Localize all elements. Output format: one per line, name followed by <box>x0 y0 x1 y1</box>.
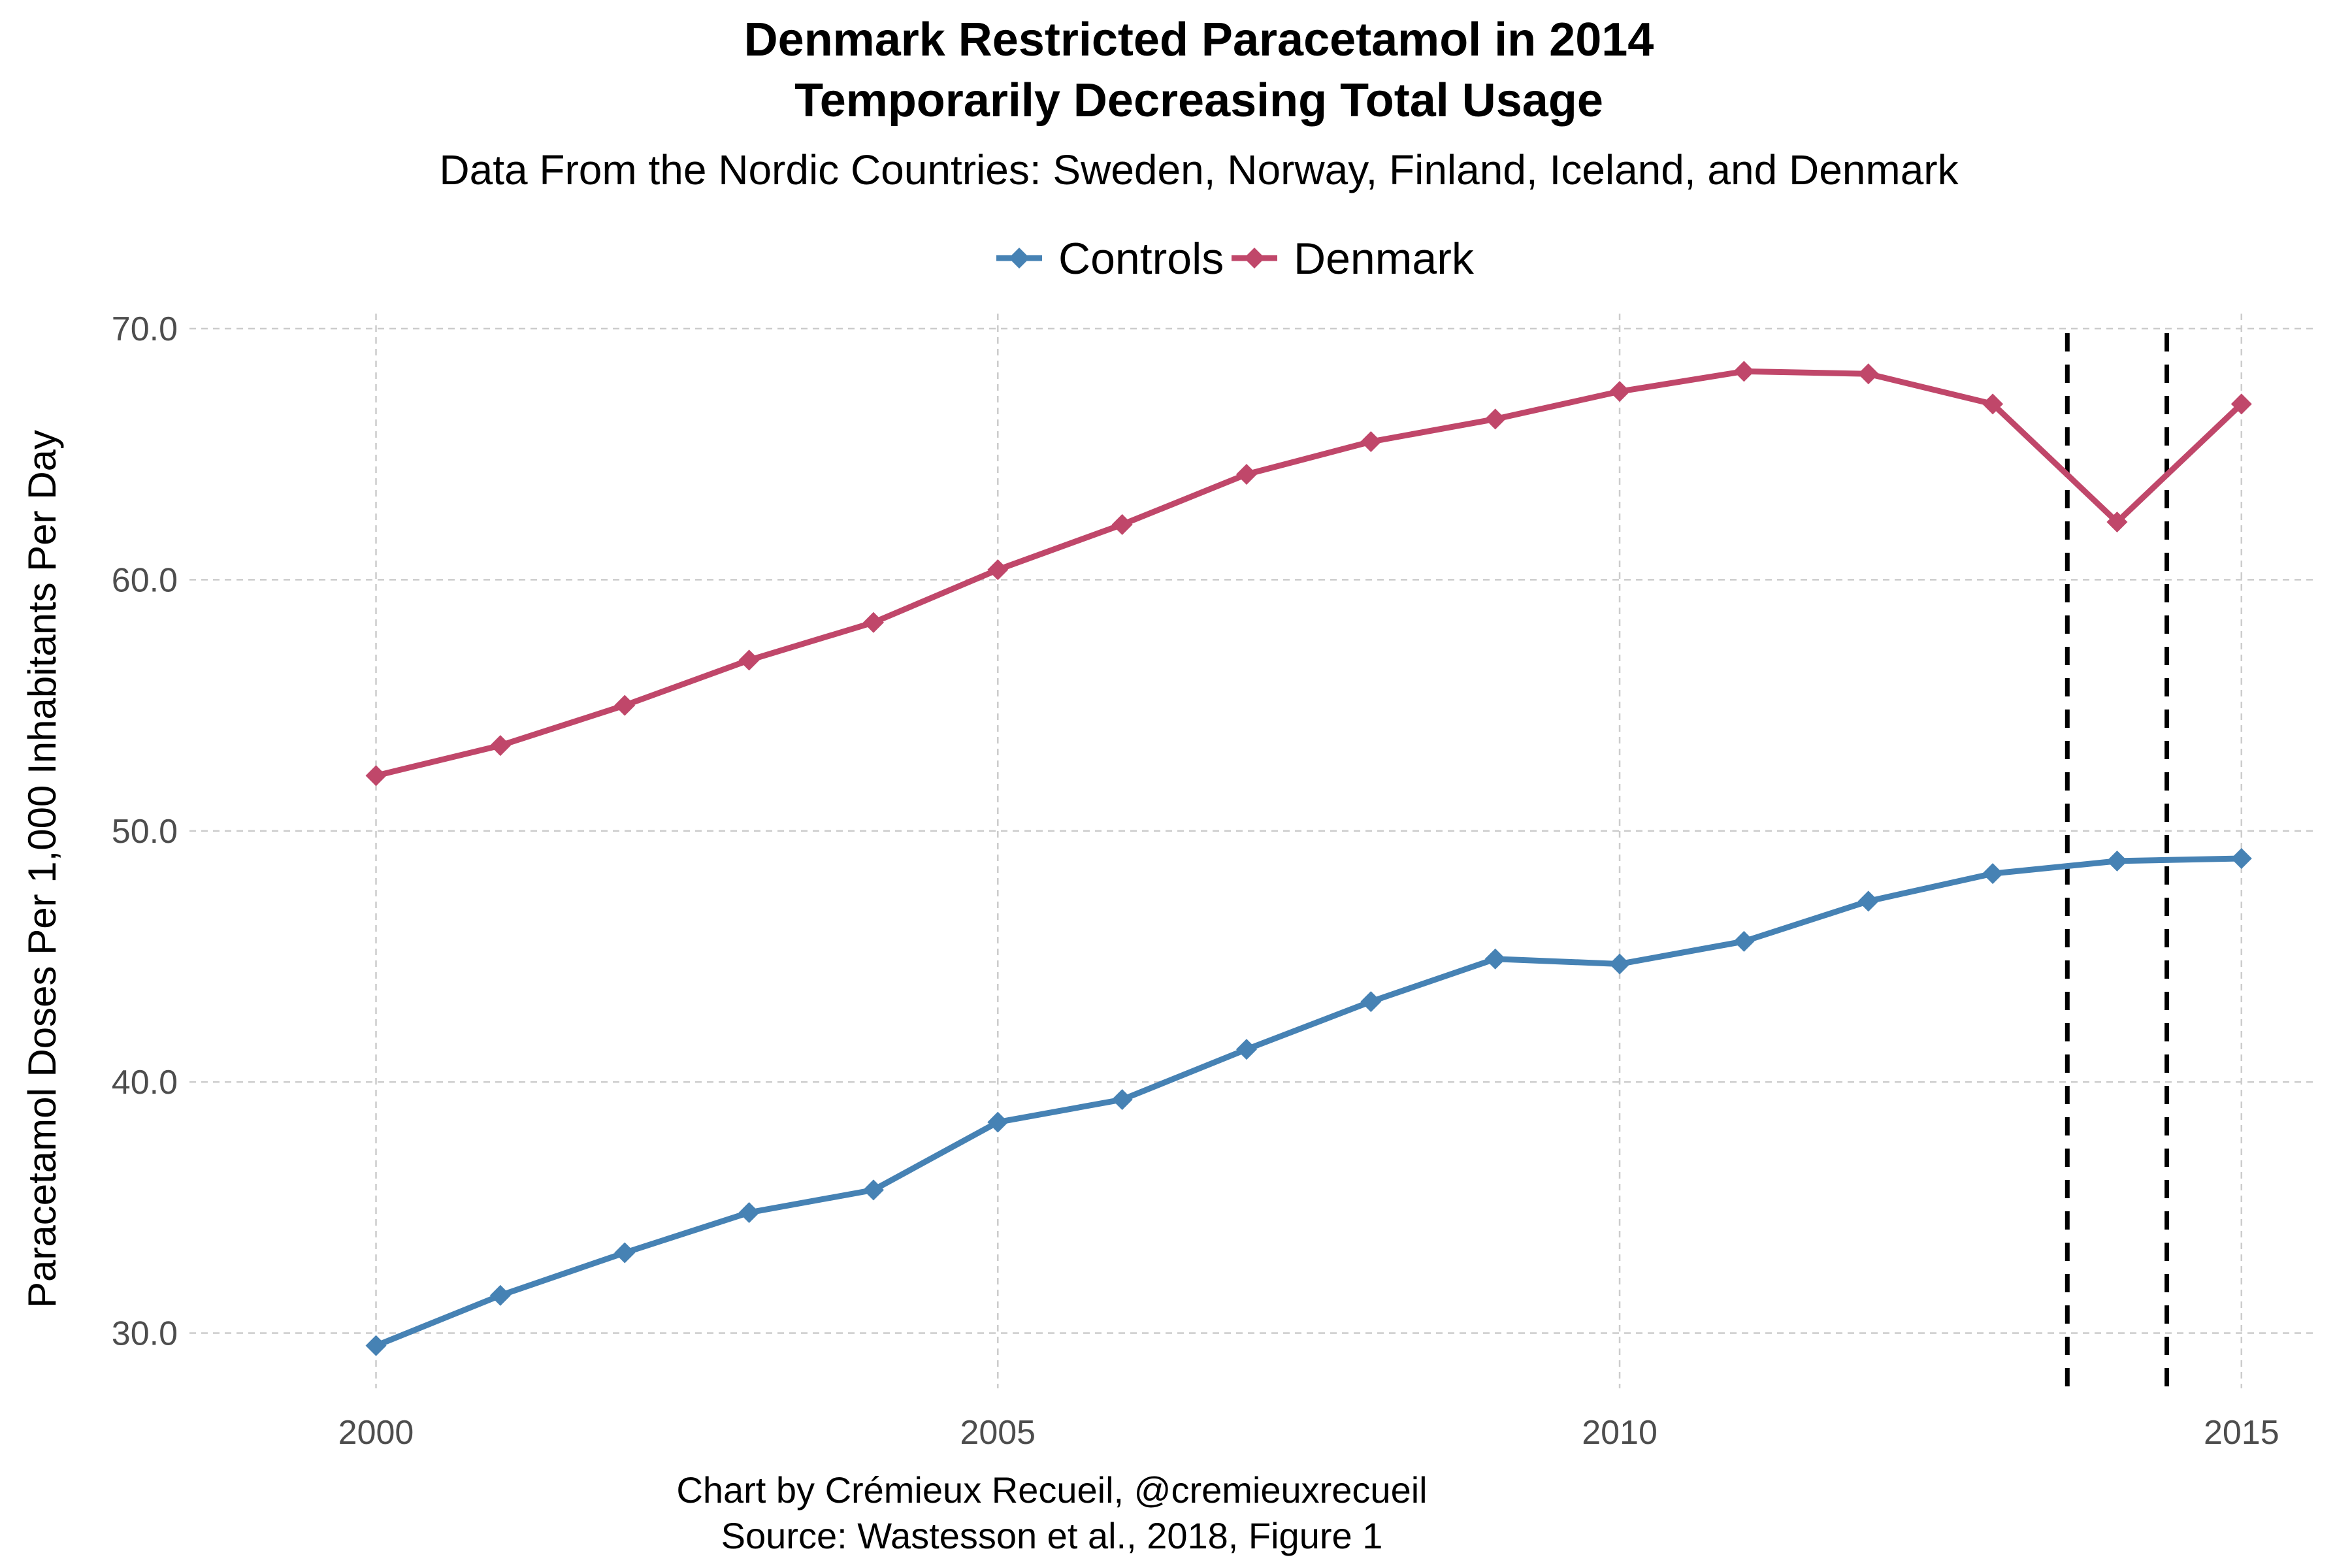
data-point-controls <box>1360 991 1382 1013</box>
legend-label-denmark: Denmark <box>1294 234 1475 284</box>
y-tick-label: 60.0 <box>112 561 178 599</box>
series-denmark <box>365 361 2252 787</box>
data-point-denmark <box>1111 514 1133 535</box>
data-point-denmark <box>1235 463 1257 485</box>
chart-subtitle: Data From the Nordic Countries: Sweden, … <box>439 146 1959 193</box>
data-point-controls <box>1857 890 1879 912</box>
legend-marker-denmark <box>1244 248 1265 269</box>
data-point-controls <box>2106 850 2128 872</box>
series-layer <box>365 361 2252 1356</box>
gridlines <box>189 314 2316 1388</box>
data-point-denmark <box>365 765 387 787</box>
data-point-denmark <box>1360 431 1382 453</box>
data-point-controls <box>1733 930 1755 952</box>
data-point-controls <box>365 1335 387 1356</box>
series-line-controls <box>373 855 2245 1349</box>
axis-ticks: 30.0 40.0 50.0 60.0 70.0 2000 2005 2010 2015 <box>112 310 2279 1452</box>
x-tick-label: 2005 <box>960 1414 1036 1452</box>
legend: Controls Denmark <box>996 234 1475 284</box>
chart-title-line2: Temporarily Decreasing Total Usage <box>794 74 1603 127</box>
data-point-controls <box>1484 948 1506 970</box>
data-point-denmark <box>2106 512 2128 533</box>
x-tick-label: 2015 <box>2204 1414 2279 1452</box>
data-point-controls <box>614 1242 636 1264</box>
data-point-denmark <box>738 649 760 671</box>
data-point-controls <box>2230 848 2252 870</box>
y-tick-label: 50.0 <box>112 813 178 851</box>
x-tick-label: 2010 <box>1582 1414 1658 1452</box>
series-controls <box>365 848 2252 1356</box>
y-axis-label: Paracetamol Doses Per 1,000 Inhabitants … <box>20 430 64 1308</box>
data-point-denmark <box>614 694 636 716</box>
data-point-denmark <box>1982 393 2004 415</box>
data-point-denmark <box>1857 363 1879 385</box>
data-point-denmark <box>1484 408 1506 430</box>
data-point-controls <box>489 1284 511 1306</box>
data-point-controls <box>1982 863 2004 885</box>
data-point-denmark <box>1733 361 1755 382</box>
event-markers <box>2065 333 2170 1388</box>
y-tick-label: 70.0 <box>112 310 178 348</box>
data-point-controls <box>1111 1089 1133 1111</box>
data-point-denmark <box>862 612 884 633</box>
y-tick-label: 40.0 <box>112 1064 178 1102</box>
x-tick-label: 2000 <box>338 1414 414 1452</box>
legend-label-controls: Controls <box>1058 234 1224 284</box>
data-point-controls <box>1609 953 1631 975</box>
data-point-controls <box>862 1179 884 1201</box>
legend-item-denmark: Denmark <box>1232 234 1475 284</box>
data-point-denmark <box>987 559 1009 581</box>
data-point-denmark <box>2230 393 2252 415</box>
data-point-controls <box>987 1111 1009 1133</box>
data-point-controls <box>738 1201 760 1223</box>
data-point-denmark <box>1609 381 1631 402</box>
series-line-denmark <box>373 368 2245 779</box>
caption-source: Source: Wastesson et al., 2018, Figure 1 <box>721 1515 1383 1556</box>
data-point-controls <box>1235 1039 1257 1060</box>
chart-title-line1: Denmark Restricted Paracetamol in 2014 <box>744 14 1654 66</box>
legend-item-controls: Controls <box>996 234 1224 284</box>
caption-author: Chart by Crémieux Recueil, @cremieuxrecu… <box>676 1469 1427 1511</box>
y-tick-label: 30.0 <box>112 1315 178 1352</box>
data-point-denmark <box>489 735 511 757</box>
legend-marker-controls <box>1009 248 1030 269</box>
